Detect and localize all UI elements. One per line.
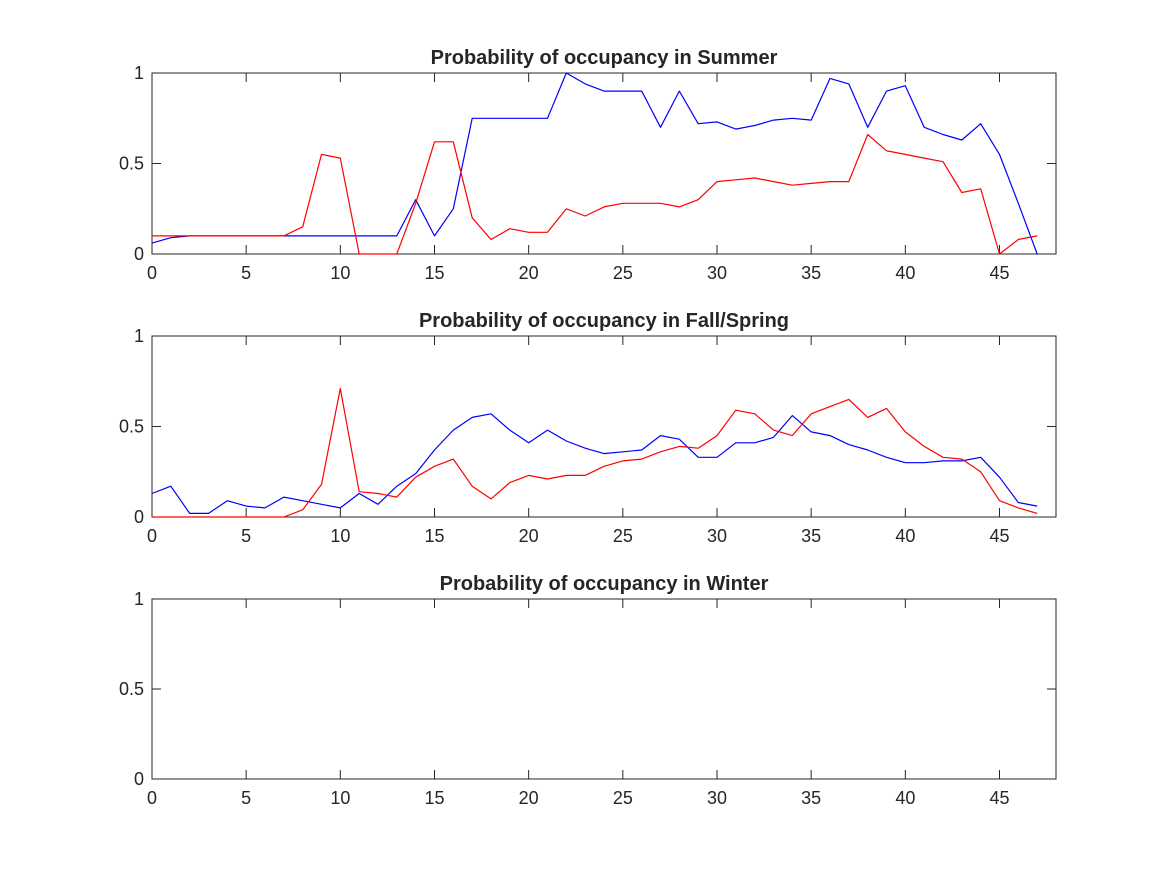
- chart-title-winter: Probability of occupancy in Winter: [440, 573, 769, 595]
- y-tick-label: 1: [134, 63, 144, 83]
- x-tick-label: 10: [330, 263, 350, 283]
- x-tick-label: 15: [424, 788, 444, 808]
- x-tick-label: 25: [613, 788, 633, 808]
- x-tick-label: 30: [707, 526, 727, 546]
- chart-title-summer: Probability of occupancy in Summer: [431, 47, 778, 69]
- chart-title-fall-spring: Probability of occupancy in Fall/Spring: [419, 310, 789, 332]
- y-tick-label: 1: [134, 326, 144, 346]
- x-tick-label: 35: [801, 788, 821, 808]
- x-tick-label: 10: [330, 526, 350, 546]
- y-tick-label: 0.5: [119, 417, 144, 437]
- x-tick-label: 0: [147, 788, 157, 808]
- x-tick-label: 30: [707, 263, 727, 283]
- x-tick-label: 0: [147, 263, 157, 283]
- y-tick-label: 0: [134, 244, 144, 264]
- x-tick-label: 40: [895, 526, 915, 546]
- subplot-winter: Probability of occupancy in Winter 0 5 10 1…: [119, 573, 1056, 808]
- x-tick-label: 45: [989, 526, 1009, 546]
- x-tick-label: 15: [424, 526, 444, 546]
- x-tick-label: 25: [613, 263, 633, 283]
- x-tick-label: 0: [147, 526, 157, 546]
- x-tick-label: 45: [989, 263, 1009, 283]
- y-tick-label: 0.5: [119, 154, 144, 174]
- x-tick-label: 40: [895, 263, 915, 283]
- axes-box-summer: [152, 73, 1056, 254]
- y-tick-label: 0: [134, 507, 144, 527]
- y-tick-label: 0.5: [119, 679, 144, 699]
- axes-box-fall-spring: [152, 336, 1056, 517]
- x-tick-label: 20: [519, 526, 539, 546]
- x-tick-label: 15: [424, 263, 444, 283]
- x-tick-label: 10: [330, 788, 350, 808]
- subplot-fall-spring: Probability of occupancy in Fall/Spring …: [119, 310, 1056, 546]
- x-tick-label: 20: [519, 788, 539, 808]
- x-tick-label: 5: [241, 263, 251, 283]
- x-tick-label: 20: [519, 263, 539, 283]
- y-tick-label: 0: [134, 769, 144, 789]
- x-tick-label: 35: [801, 263, 821, 283]
- axes-box-winter: [152, 599, 1056, 779]
- x-tick-label: 5: [241, 526, 251, 546]
- subplot-summer: Probability of occupancy in Summer 0 5 10 1…: [119, 47, 1056, 283]
- x-tick-label: 30: [707, 788, 727, 808]
- x-tick-label: 45: [989, 788, 1009, 808]
- x-tick-label: 5: [241, 788, 251, 808]
- x-tick-label: 40: [895, 788, 915, 808]
- x-tick-label: 25: [613, 526, 633, 546]
- y-tick-label: 1: [134, 589, 144, 609]
- x-tick-label: 35: [801, 526, 821, 546]
